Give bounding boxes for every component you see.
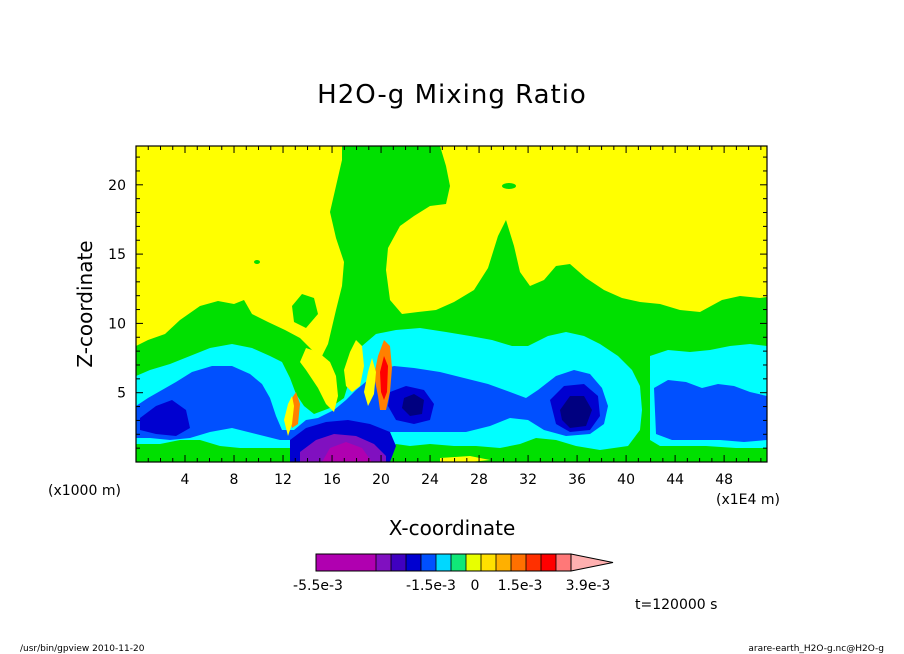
x-axis-label: X-coordinate <box>389 516 516 540</box>
x-tick-label: 48 <box>715 472 733 488</box>
colorbar-swatch <box>556 554 571 571</box>
region-deepblue <box>140 400 190 436</box>
region-blue <box>136 366 608 440</box>
region-navy-2 <box>402 394 424 416</box>
region-magenta <box>322 442 372 462</box>
plot-frame <box>135 145 768 463</box>
colorbar-swatch <box>316 554 331 571</box>
region-blue-right <box>654 380 767 442</box>
colorbar-label: 0 <box>471 578 480 594</box>
colorbar <box>315 553 614 572</box>
y-tick-label: 10 <box>108 316 126 332</box>
x-tick-label: 36 <box>568 472 586 488</box>
x-unit-left: (x1000 m) <box>48 483 121 499</box>
y-axis-label: Z-coordinate <box>73 240 97 367</box>
colorbar-swatch <box>406 554 421 571</box>
time-annotation: t=120000 s <box>635 597 717 613</box>
x-tick-label: 20 <box>372 472 390 488</box>
colorbar-label: 1.5e-3 <box>498 578 543 594</box>
colorbar-swatch <box>376 554 391 571</box>
region-yellow-plume <box>300 348 338 412</box>
x-tick-label: 28 <box>470 472 488 488</box>
region-green-island <box>502 183 516 189</box>
chart-title: H2O-g Mixing Ratio <box>317 80 587 110</box>
colorbar-swatch <box>511 554 526 571</box>
region-navy <box>560 396 592 428</box>
y-tick-label: 15 <box>108 247 126 263</box>
x-tick-label: 44 <box>666 472 684 488</box>
colorbar-swatch <box>331 554 346 571</box>
colorbar-label: -5.5e-3 <box>293 578 343 594</box>
contour-field <box>136 146 767 462</box>
x-tick-label: 16 <box>323 472 341 488</box>
region-plume-yellow-3 <box>364 358 376 406</box>
colorbar-extension <box>570 553 614 572</box>
colorbar-swatch <box>391 554 406 571</box>
region-plume-red <box>380 356 388 400</box>
y-axis-ticks: 5 10 15 20 <box>108 156 767 449</box>
region-yellow-plume-2 <box>344 340 364 392</box>
colorbar-swatch <box>361 554 376 571</box>
colorbar-label: -1.5e-3 <box>406 578 456 594</box>
region-surface-green <box>136 450 290 462</box>
x-axis-ticks: 4 8 12 16 20 24 28 32 36 40 44 48 <box>147 146 762 488</box>
x-tick-label: 12 <box>274 472 292 488</box>
colorbar-frame <box>315 553 572 572</box>
x-tick-label: 8 <box>230 472 239 488</box>
colorbar-swatch <box>436 554 451 571</box>
footer-right: arare-earth_H2O-g.nc@H2O-g <box>748 644 884 654</box>
y-tick-label: 20 <box>108 178 126 194</box>
region-green-island-2 <box>254 260 260 264</box>
region-surface-yellow <box>440 456 490 462</box>
colorbar-swatch <box>481 554 496 571</box>
x-tick-label: 32 <box>519 472 537 488</box>
colorbar-swatch <box>526 554 541 571</box>
colorbar-swatch <box>466 554 481 571</box>
footer-left: /usr/bin/gpview 2010-11-20 <box>20 644 145 654</box>
x-unit-right: (x1E4 m) <box>716 492 780 508</box>
y-tick-label: 5 <box>117 386 126 402</box>
region-plume-yellow-2 <box>284 396 294 436</box>
x-tick-label: 24 <box>421 472 439 488</box>
colorbar-swatch <box>346 554 361 571</box>
colorbar-swatch <box>541 554 556 571</box>
x-tick-label: 40 <box>617 472 635 488</box>
colorbar-label: 3.9e-3 <box>566 578 611 594</box>
colorbar-swatch <box>496 554 511 571</box>
colorbar-labels: -5.5e-3 -1.5e-3 0 1.5e-3 3.9e-3 <box>293 578 610 594</box>
colorbar-swatch <box>421 554 436 571</box>
x-tick-label: 4 <box>181 472 190 488</box>
region-green-spike <box>292 294 318 328</box>
colorbar-swatch <box>451 554 466 571</box>
